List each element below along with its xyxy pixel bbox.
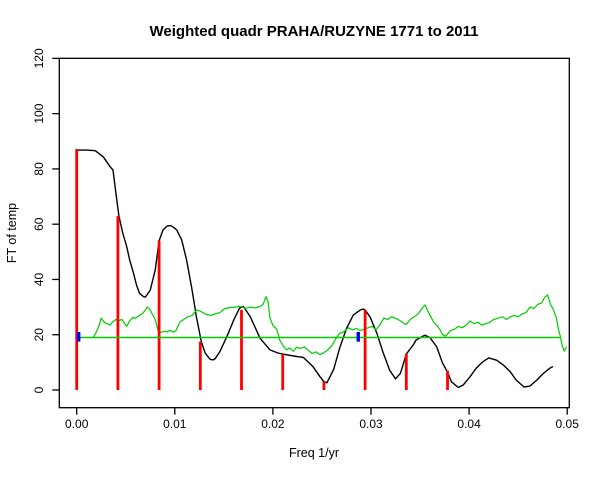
x-axis-tick-label: 0.01 bbox=[163, 417, 187, 431]
y-axis-tick-label: 100 bbox=[32, 103, 46, 123]
x-axis-title: Freq 1/yr bbox=[289, 446, 339, 460]
x-axis-tick-label: 0.00 bbox=[65, 417, 89, 431]
series-layer bbox=[75, 149, 567, 390]
y-axis-tick-label: 60 bbox=[32, 217, 46, 231]
y-axis-tick-label: 120 bbox=[32, 48, 46, 68]
x-axis-tick-label: 0.03 bbox=[359, 417, 383, 431]
plot-border bbox=[58, 57, 570, 409]
y-axis-title: FT of temp bbox=[5, 203, 19, 263]
smoothed-ft-curve bbox=[75, 149, 554, 389]
y-axis-tick-label: 80 bbox=[32, 162, 46, 176]
y-axis-tick-label: 0 bbox=[32, 386, 46, 393]
y-axis-tick-label: 40 bbox=[32, 272, 46, 286]
noise-spectrum-curve bbox=[92, 294, 567, 356]
x-axis-tick-label: 0.05 bbox=[556, 417, 580, 431]
chart-title: Weighted quadr PRAHA/RUZYNE 1771 to 2011 bbox=[150, 23, 479, 40]
x-axis-tick-label: 0.04 bbox=[457, 417, 481, 431]
x-axis-tick-label: 0.02 bbox=[261, 417, 285, 431]
y-axis-tick-label: 20 bbox=[32, 328, 46, 342]
axes-layer: 0.00 0.01 0.02 0.03 0.04 0.05 0 20 40 60 80 100 120 bbox=[32, 48, 579, 431]
